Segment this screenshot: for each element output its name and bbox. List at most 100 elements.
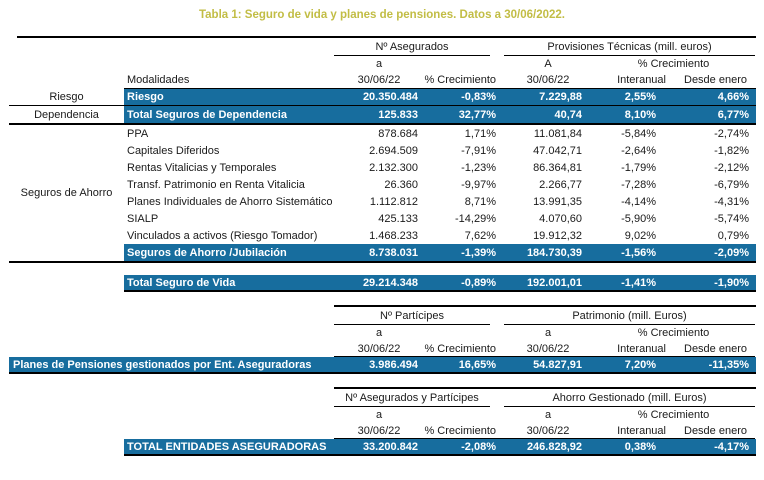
sub-header-a-left: a (375, 409, 383, 421)
group-header-participes: Nº Partícipes (334, 308, 490, 325)
cell-desde-enero: -2,12% (714, 161, 749, 174)
cell-desde-enero: 0,79% (717, 229, 749, 242)
cell-crecimiento: -1,39% (461, 246, 496, 259)
cell-crecimiento: 8,71% (464, 195, 496, 208)
sub-header-crecimiento: % Crecimiento (637, 327, 710, 339)
table3-top-rule (334, 387, 756, 389)
col-header-fecha2: 30/06/22 (504, 341, 592, 357)
cell-interanual: -5,90% (621, 212, 656, 225)
cell-interanual: 8,10% (624, 108, 656, 121)
cell-desde-enero: -1,82% (714, 144, 749, 157)
group-total-entidades: TOTAL ENTIDADES ASEGURADORAS 33.200.842 … (9, 439, 756, 456)
cell-crecimiento: -1,23% (461, 161, 496, 174)
cell-desde-enero: -1,90% (714, 276, 749, 289)
category-label-riesgo: Riesgo (49, 90, 84, 103)
cell-desde-enero: 6,77% (717, 108, 749, 121)
cell-desde-enero: -4,17% (714, 440, 749, 453)
page-title: Tabla 1: Seguro de vida y planes de pens… (198, 9, 566, 21)
row-label: Riesgo (127, 91, 164, 103)
row-label: PPA (127, 127, 149, 140)
col-header-modalidades: Modalidades (127, 74, 190, 86)
group-header-asegurados: Nº Asegurados (334, 39, 490, 56)
cell-patrimonio: 54.827,91 (533, 358, 582, 371)
cell-provisiones: 13.991,35 (533, 195, 582, 208)
table2-top-rule (334, 305, 756, 307)
cell-interanual: 2,55% (624, 91, 656, 103)
table-seguro-de-vida: Nº Asegurados Provisiones Técnicas (mill… (9, 36, 756, 292)
sub-header-a-right: a (544, 409, 552, 421)
row-label: Capitales Diferidos (127, 144, 220, 157)
group-header-patrimonio: Patrimonio (mill. Euros) (504, 308, 755, 325)
cell-interanual: 7,20% (624, 358, 656, 371)
cell-interanual: -5,84% (621, 127, 656, 140)
col-header-desde-enero: Desde enero (674, 423, 755, 439)
group-dependencia: Dependencia Total Seguros de Dependencia… (9, 106, 756, 125)
table1-group-header-row: Nº Asegurados Provisiones Técnicas (mill… (9, 38, 756, 56)
cell-asegurados: 20.350.484 (362, 91, 418, 103)
group-header-asegurados-participes: Nº Asegurados y Partícipes (334, 390, 490, 407)
cell-crecimiento: -0,83% (461, 91, 496, 103)
cell-asegurados: 29.214.348 (362, 276, 418, 289)
row-label: Total Seguros de Dependencia (127, 108, 287, 121)
table-planes-pensiones: Nº Partícipes Patrimonio (mill. Euros) a… (9, 305, 756, 374)
table-row-riesgo: Riesgo 20.350.484 -0,83% 7.229,88 2,55% … (124, 88, 756, 105)
table-total-entidades: Nº Asegurados y Partícipes Ahorro Gestio… (9, 387, 756, 456)
table-row-rentas-vitalicias: Rentas Vitalicias y Temporales 2.132.300… (124, 159, 756, 176)
table-row-planes-pensiones: Planes de Pensiones gestionados por Ent.… (9, 357, 756, 374)
cell-interanual: -4,14% (621, 195, 656, 208)
cell-desde-enero: -4,31% (714, 195, 749, 208)
cell-crecimiento: 7,62% (464, 229, 496, 242)
cell-desde-enero: 4,66% (717, 91, 749, 103)
cell-crecimiento: -14,29% (455, 212, 496, 225)
col-header-crecimiento: % Crecimiento (424, 423, 504, 439)
table-row-ppa: PPA 878.684 1,71% 11.081,84 -5,84% -2,74… (124, 125, 756, 142)
table1-column-header-row: Modalidades 30/06/22 % Crecimiento 30/06… (9, 72, 756, 88)
table3-sub-header-row: a a % Crecimiento (9, 407, 756, 423)
table1-top-rule (17, 36, 756, 38)
cell-crecimiento: 16,65% (458, 358, 496, 371)
cell-asegurados-participes: 33.200.842 (362, 440, 418, 453)
col-header-desde-enero: Desde enero (674, 341, 755, 357)
table-row-transf-patrimonio: Transf. Patrimonio en Renta Vitalicia 26… (124, 176, 756, 193)
row-label: Planes de Pensiones gestionados por Ent.… (13, 358, 312, 371)
cell-provisiones: 86.364,81 (533, 161, 582, 174)
cell-provisiones: 7.229,88 (539, 91, 582, 103)
sub-header-crecimiento: % Crecimiento (637, 58, 710, 70)
cell-crecimiento: -2,08% (461, 440, 496, 453)
cell-crecimiento: -7,91% (461, 144, 496, 157)
group-riesgo: Riesgo Riesgo 20.350.484 -0,83% 7.229,88… (9, 88, 756, 106)
cell-asegurados: 8.738.031 (369, 246, 418, 259)
cell-interanual: -7,28% (621, 178, 656, 191)
cell-interanual: 9,02% (624, 229, 656, 242)
cell-provisiones: 2.266,77 (539, 178, 582, 191)
cell-interanual: -1,56% (621, 246, 656, 259)
cell-asegurados: 1.468.233 (369, 229, 418, 242)
group-seguros-de-ahorro: Seguros de Ahorro PPA 878.684 1,71% 11.0… (9, 125, 756, 263)
cell-provisiones: 192.001,01 (526, 276, 582, 289)
col-header-crecimiento: % Crecimiento (424, 74, 496, 86)
row-label: Vinculados a activos (Riesgo Tomador) (127, 229, 318, 242)
cell-provisiones: 4.070,60 (539, 212, 582, 225)
row-label: Seguros de Ahorro /Jubilación (127, 246, 287, 259)
row-label: Rentas Vitalicias y Temporales (127, 161, 277, 174)
cell-asegurados: 425.133 (378, 212, 418, 225)
group-header-ahorro-gestionado: Ahorro Gestionado (mill. Euros) (504, 390, 755, 407)
cell-crecimiento: -9,97% (461, 178, 496, 191)
table3-column-header-row: 30/06/22 % Crecimiento 30/06/22 Interanu… (9, 423, 756, 439)
table-row-dependencia: Total Seguros de Dependencia 125.833 32,… (124, 106, 756, 123)
col-header-desde-enero: Desde enero (684, 74, 747, 86)
table-row-total-seguro-vida: Total Seguro de Vida 29.214.348 -0,89% 1… (124, 275, 756, 292)
sub-header-a-asegurados: a (375, 58, 383, 70)
col-header-fecha1: 30/06/22 (334, 341, 424, 357)
cell-provisiones: 184.730,39 (526, 246, 582, 259)
cell-crecimiento: -0,89% (461, 276, 496, 289)
cell-desde-enero: -2,74% (714, 127, 749, 140)
cell-asegurados: 1.112.812 (369, 195, 418, 208)
cell-desde-enero: -11,35% (708, 358, 749, 371)
cell-provisiones: 11.081,84 (533, 127, 582, 140)
cell-provisiones: 47.042,71 (533, 144, 582, 157)
cell-asegurados: 2.694.509 (369, 144, 418, 157)
cell-ahorro-gestionado: 246.828,92 (526, 440, 582, 453)
cell-interanual: 0,38% (624, 440, 656, 453)
